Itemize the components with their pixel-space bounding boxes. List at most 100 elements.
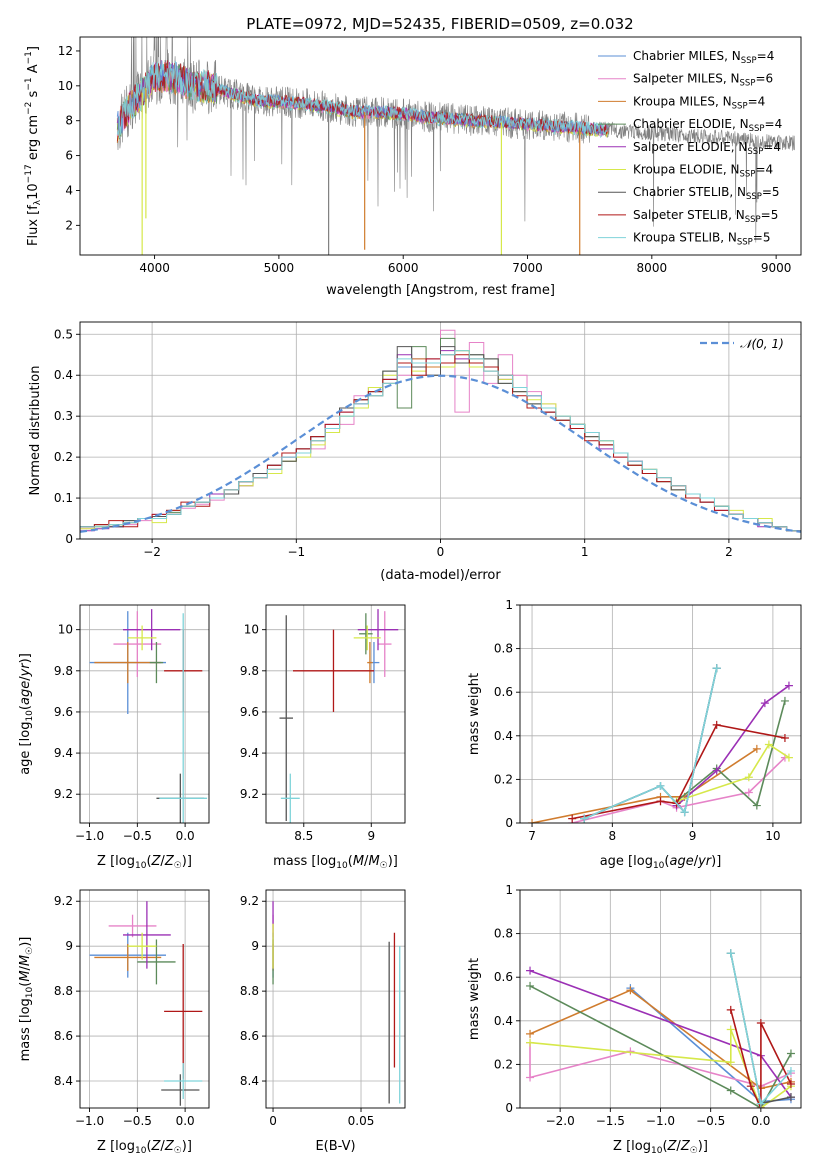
y-tick-label: 9.2 <box>54 787 73 801</box>
y-axis-label: mass weight <box>467 958 482 1040</box>
y-axis-label: Flux [fλ10−17 erg cm−2 s−1 A−1] <box>24 46 43 246</box>
x-tick-label: 1 <box>581 545 589 559</box>
errorbar-chabrier-elodie <box>137 939 176 985</box>
x-tick-label: 7 <box>528 829 536 843</box>
y-axis-label: Normed distribution <box>28 366 43 496</box>
series-line <box>583 668 718 820</box>
series-line <box>676 700 786 808</box>
data-point <box>726 1086 735 1095</box>
errorbar-kroupa-elodie <box>353 625 381 651</box>
errorbar-salpeter-elodie <box>123 609 181 651</box>
axes-frame <box>265 889 406 1109</box>
y-tick-label: 8.4 <box>240 1074 259 1088</box>
data-point <box>626 1047 635 1056</box>
data-point <box>656 781 665 790</box>
data-point <box>786 1066 795 1075</box>
errorbar-salpeter-stelib <box>292 629 374 712</box>
plot-area <box>89 609 208 823</box>
y-tick-label: 12 <box>58 44 73 58</box>
data-point <box>726 1005 735 1014</box>
axes-frame <box>79 889 210 1109</box>
y-tick-label: 9.6 <box>240 705 259 719</box>
y-tick-label: 9.8 <box>240 664 259 678</box>
legend-entry: Chabrier MILES, NSSP=4 <box>633 49 774 66</box>
x-tick-label: 0 <box>437 545 445 559</box>
errorbar-kroupa-stelib <box>159 613 208 823</box>
x-tick-label: −1.0 <box>75 829 104 843</box>
series-line <box>676 685 790 807</box>
data-point <box>526 1029 535 1038</box>
data-point <box>712 720 721 729</box>
histogram-kroupa-stelib <box>80 350 801 539</box>
x-tick-label: 0.05 <box>348 1114 375 1128</box>
data-point <box>528 819 537 823</box>
series-line <box>583 668 718 820</box>
data-point <box>786 1080 795 1089</box>
data-point <box>760 699 769 708</box>
y-tick-label: 8.8 <box>240 984 259 998</box>
plot-area <box>116 37 795 255</box>
x-tick-label: 9000 <box>761 261 792 275</box>
x-tick-label: 8000 <box>637 261 668 275</box>
errorbar-kroupa-stelib <box>280 773 300 823</box>
data-point <box>526 1038 535 1047</box>
y-tick-label: 0.8 <box>494 642 513 656</box>
y-tick-label: 10 <box>58 623 73 637</box>
x-tick-label: −0.5 <box>696 1114 725 1128</box>
x-tick-label: −1.5 <box>596 1114 625 1128</box>
axes-frame <box>79 36 802 256</box>
errorbar-kroupa-stelib <box>164 1063 203 1100</box>
panel-6: 0 0.05 8.4 8.6 8.8 9 9.2 E(B-V) <box>240 889 406 1154</box>
errorbar-kroupa-elodie <box>127 625 157 651</box>
series-line <box>583 668 718 820</box>
y-tick-label: 0 <box>505 1101 513 1115</box>
x-tick-label: 7000 <box>512 261 543 275</box>
x-tick-label: 8 <box>609 829 617 843</box>
legend-entry: Salpeter ELODIE, NSSP=4 <box>633 140 781 157</box>
series-line <box>730 1009 792 1108</box>
panel-3: 8.5 9 9.2 9.4 9.6 9.8 10 mass [log10(M/M☉)] <box>240 604 406 871</box>
errorbar-salpeter-miles <box>378 611 392 677</box>
plot-area <box>526 949 795 1108</box>
y-tick-label: 0.5 <box>54 327 73 341</box>
y-tick-label: 0.8 <box>494 927 513 941</box>
x-tick-label: 8.5 <box>294 829 313 843</box>
plot-area <box>89 901 203 1106</box>
errorbar-chabrier-elodie <box>149 642 164 684</box>
y-tick-label: 8.8 <box>54 984 73 998</box>
y-tick-label: 0.2 <box>54 450 73 464</box>
series-line <box>529 985 792 1108</box>
legend-entry: Kroupa MILES, NSSP=4 <box>633 94 765 111</box>
data-point <box>526 966 535 975</box>
y-tick-label: 10 <box>58 79 73 93</box>
panel-7: −2.0 −1.5 −1.0 −0.5 0.0 0 0.2 0.4 0.6 0.8 1 Z [log1… <box>467 883 802 1156</box>
data-point <box>680 808 689 817</box>
y-tick-label: 9 <box>65 939 73 953</box>
x-tick-label: −1.0 <box>75 1114 104 1128</box>
plot-area <box>528 664 793 823</box>
x-tick-label: −0.5 <box>123 829 152 843</box>
data-point <box>712 766 721 775</box>
y-tick-label: 0.4 <box>494 1014 513 1028</box>
model-spectrum-8 <box>116 60 609 137</box>
y-tick-label: 9.8 <box>54 664 73 678</box>
series-kroupa-stelib <box>726 949 795 1108</box>
y-tick-label: 0.6 <box>494 685 513 699</box>
y-tick-label: 0.1 <box>54 491 73 505</box>
y-tick-label: 0 <box>505 816 513 830</box>
data-point <box>752 744 761 753</box>
errorbar-salpeter-miles <box>108 914 157 938</box>
x-tick-label: 5000 <box>264 261 295 275</box>
axes-frame <box>519 604 802 824</box>
panel-2: −1.0 −0.5 0.0 9.2 9.4 9.6 9.8 10 Z [log10(Z/Z☉)]… <box>18 604 210 871</box>
legend-entry: Salpeter STELIB, NSSP=5 <box>633 208 778 225</box>
x-tick-label: −2 <box>143 545 161 559</box>
x-tick-label: −2.0 <box>546 1114 575 1128</box>
errorbar-kroupa-miles <box>94 943 162 971</box>
data-point <box>726 1025 735 1034</box>
errorbar-kroupa-elodie <box>127 932 157 960</box>
errorbar-salpeter-stelib <box>164 943 203 1079</box>
y-tick-label: 0 <box>65 532 73 546</box>
data-point <box>568 814 577 823</box>
